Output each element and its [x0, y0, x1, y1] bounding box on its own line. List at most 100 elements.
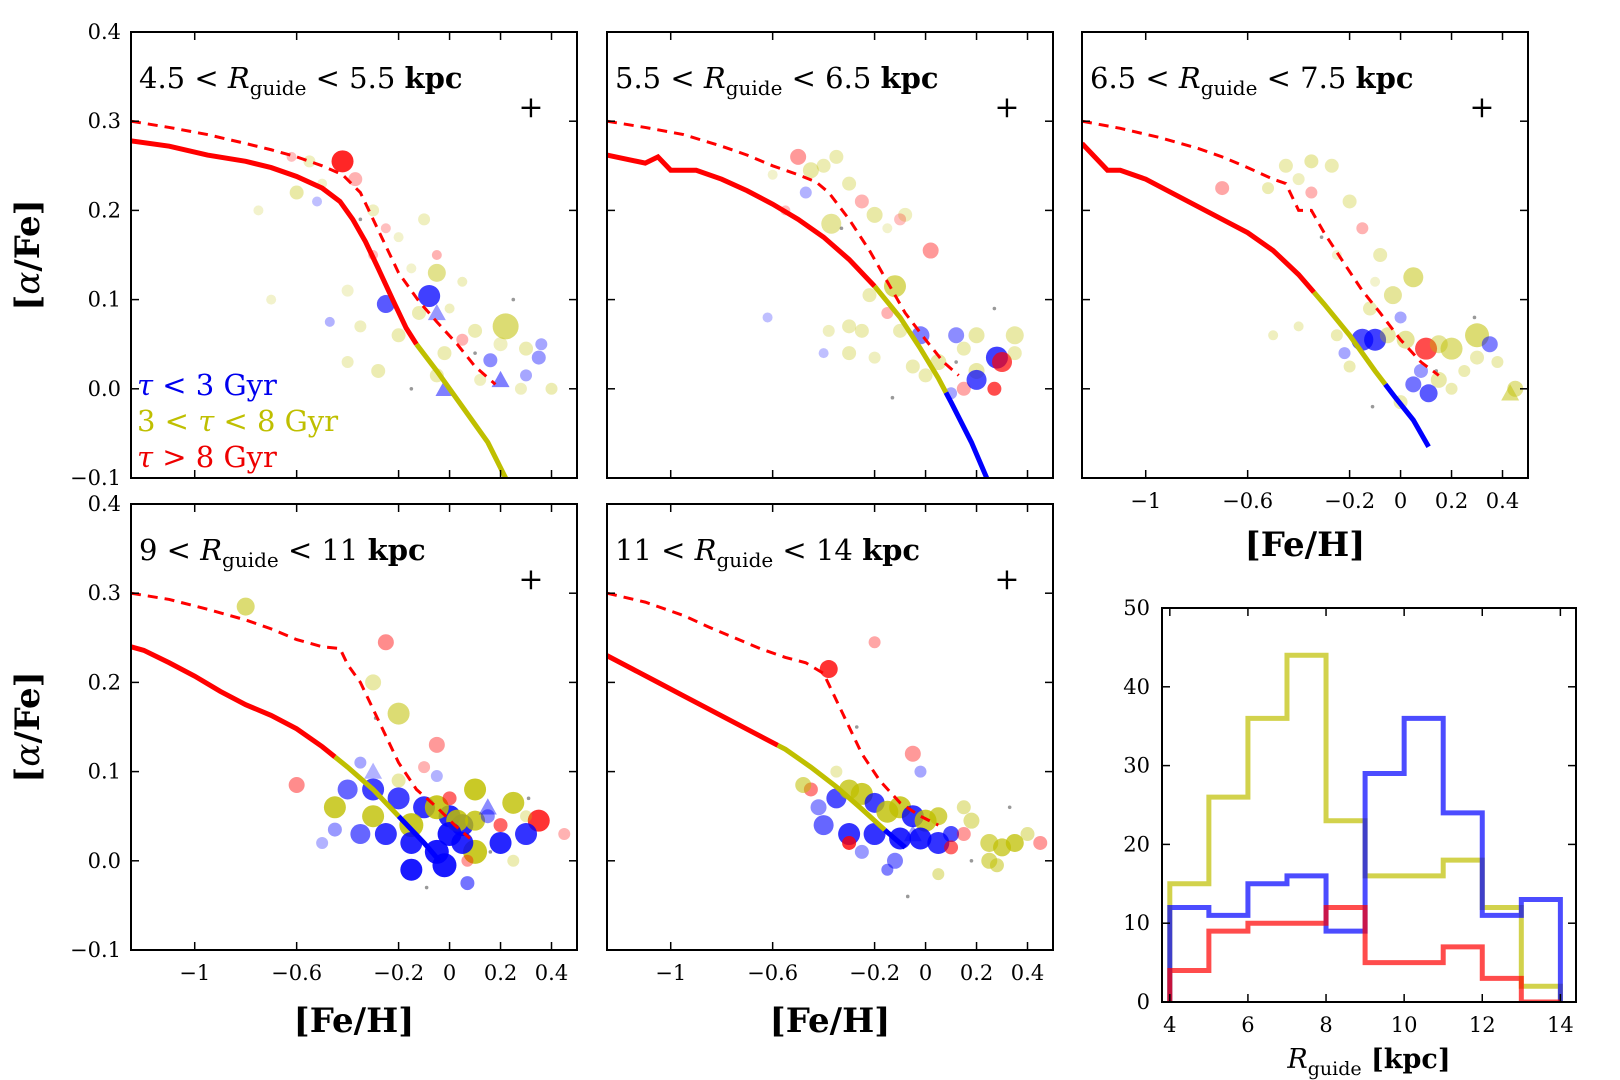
panel-label-high: < 11	[279, 533, 368, 567]
panel-label-r: R	[703, 61, 726, 95]
panel-label-low: 11 <	[615, 533, 695, 567]
data-point	[767, 169, 778, 180]
data-point	[868, 351, 881, 364]
data-point	[1356, 222, 1369, 235]
hist-x-tick-label: 10	[1391, 1013, 1418, 1037]
data-point	[1440, 337, 1463, 360]
tiny-dot	[969, 859, 974, 863]
data-point	[799, 186, 812, 199]
legend-unit: Gyr	[285, 404, 339, 438]
ylabel-alpha: α	[8, 744, 48, 767]
legend-unit: Gyr	[223, 440, 277, 474]
hist-x-tick-label: 8	[1319, 1013, 1332, 1037]
x-tick-label: 0.2	[484, 961, 517, 985]
data-point	[1330, 329, 1343, 342]
x-tick-label: −0.6	[747, 961, 798, 985]
panel-label-unit: kpc	[368, 533, 426, 567]
data-point	[444, 303, 455, 314]
panel-label-sub: guide	[716, 548, 773, 572]
data-point	[354, 320, 367, 333]
y-tick-label: 0.3	[88, 581, 121, 605]
data-point	[992, 352, 1013, 373]
data-point	[367, 204, 380, 217]
solid-track-old	[1082, 141, 1316, 294]
panel-label-low: 6.5 <	[1090, 61, 1179, 95]
ylabel-alpha: α	[8, 272, 48, 295]
tiny-dot	[1319, 235, 1324, 239]
data-triangle	[427, 303, 446, 321]
panel-plot-area	[131, 591, 571, 891]
data-point	[1292, 173, 1305, 186]
hist-x-tick-label: 12	[1469, 1013, 1496, 1037]
solid-track-young	[396, 814, 442, 863]
data-point	[1293, 321, 1304, 332]
data-point	[948, 327, 965, 344]
x-tick-label: 0.2	[960, 961, 993, 985]
x-tick-label: −0.6	[1222, 489, 1273, 513]
hist-x-tick-label: 6	[1241, 1013, 1254, 1037]
panel-label-sub: guide	[726, 76, 783, 100]
hist-step-old	[1167, 904, 1561, 1002]
legend-rel: > 8	[153, 440, 223, 474]
data-point	[1362, 301, 1377, 316]
data-point	[362, 805, 385, 828]
data-point	[862, 288, 877, 303]
panel-label-unit: kpc	[405, 61, 463, 95]
data-point	[909, 827, 932, 850]
legend-entry-3: τ > 8 Gyr	[137, 440, 277, 474]
y-axis-label: [α/Fe]	[8, 199, 48, 310]
data-point	[1268, 330, 1279, 341]
x-axis-label: [Fe/H]	[1245, 525, 1366, 565]
data-point	[905, 359, 920, 374]
panel-label: 9 < Rguide < 11 kpc	[139, 533, 426, 572]
error-cross: +	[518, 562, 543, 597]
hist-plot-area	[1167, 652, 1563, 1002]
hist-xlabel-r: R	[1286, 1044, 1307, 1075]
legend-tau: τ	[198, 404, 215, 438]
data-point	[762, 312, 773, 323]
panel-label-r: R	[1178, 61, 1201, 95]
solid-track-young	[1383, 382, 1431, 449]
data-point	[374, 823, 397, 846]
data-point	[842, 319, 857, 334]
tiny-dot	[488, 850, 493, 854]
error-cross: +	[1469, 90, 1494, 125]
data-point	[1470, 350, 1485, 365]
data-point	[437, 822, 462, 847]
data-point	[1262, 182, 1275, 195]
data-point	[881, 863, 894, 876]
solid-track-mid	[872, 284, 949, 394]
data-point	[1364, 328, 1387, 351]
data-point	[348, 172, 363, 187]
solid-track-young	[883, 828, 907, 850]
tiny-dot	[511, 297, 516, 302]
data-point	[1373, 248, 1388, 262]
dashed-track	[131, 591, 471, 840]
hist-y-tick-label: 40	[1123, 675, 1150, 699]
panel-label-high: < 5.5	[306, 61, 404, 95]
data-point	[790, 148, 807, 165]
panel-plot-area	[1082, 119, 1524, 449]
legend-tau: τ	[137, 368, 154, 402]
hist-x-axis-label: Rguide [kpc]	[1286, 1044, 1450, 1080]
panel-label-sub: guide	[222, 548, 279, 572]
data-point	[927, 831, 950, 854]
data-point	[881, 306, 894, 319]
tiny-dot	[424, 885, 429, 890]
data-point	[956, 827, 971, 842]
y-tick-label: 0.4	[88, 20, 121, 44]
data-point	[842, 835, 857, 850]
data-point	[822, 324, 835, 337]
data-point	[437, 346, 452, 361]
data-point	[854, 194, 869, 209]
tiny-dot	[954, 360, 958, 364]
x-tick-label: 0.4	[1011, 961, 1044, 985]
data-point	[418, 285, 441, 308]
data-point	[427, 263, 446, 282]
data-point	[387, 787, 410, 810]
panel-label-unit: kpc	[862, 533, 920, 567]
tiny-dot	[526, 796, 531, 801]
data-point	[312, 196, 323, 207]
data-point	[1278, 158, 1293, 173]
